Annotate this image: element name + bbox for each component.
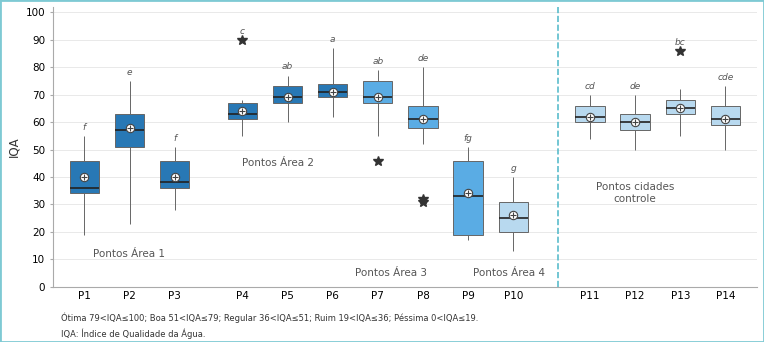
Text: f: f <box>173 134 176 143</box>
Bar <box>408 106 438 128</box>
Text: IQA: Índice de Qualidade da Água.: IQA: Índice de Qualidade da Água. <box>61 328 206 339</box>
Text: ab: ab <box>282 62 293 71</box>
Text: cde: cde <box>717 74 733 82</box>
Text: a: a <box>330 35 335 44</box>
Text: bc: bc <box>675 38 685 47</box>
Text: c: c <box>240 27 245 36</box>
Text: Pontos Área 2: Pontos Área 2 <box>242 158 314 168</box>
Text: cd: cd <box>584 82 595 91</box>
Bar <box>575 106 604 122</box>
Bar <box>620 114 650 130</box>
Text: e: e <box>127 68 132 77</box>
Bar <box>160 160 189 188</box>
Bar <box>115 114 144 147</box>
Text: Pontos Área 1: Pontos Área 1 <box>93 249 165 259</box>
Bar <box>228 103 257 119</box>
Bar <box>363 81 393 103</box>
Text: fg: fg <box>464 134 473 143</box>
Bar <box>273 87 303 103</box>
Text: f: f <box>83 123 86 132</box>
Bar <box>454 160 483 235</box>
Text: Pontos Área 4: Pontos Área 4 <box>473 268 545 278</box>
Bar <box>70 160 99 194</box>
Bar <box>318 84 348 97</box>
Text: ab: ab <box>372 57 384 66</box>
Y-axis label: IQA: IQA <box>7 136 20 157</box>
Text: de: de <box>630 82 641 91</box>
Bar <box>711 106 740 125</box>
Text: g: g <box>510 164 516 173</box>
Text: Ótima 79<IQA≤100; Boa 51<IQA≤79; Regular 36<IQA≤51; Ruim 19<IQA≤36; Péssima 0<IQ: Ótima 79<IQA≤100; Boa 51<IQA≤79; Regular… <box>61 313 478 323</box>
Bar <box>499 202 528 232</box>
Text: Pontos Área 3: Pontos Área 3 <box>355 268 427 278</box>
Text: de: de <box>417 54 429 63</box>
Bar <box>665 100 695 114</box>
Text: Pontos cidades
controle: Pontos cidades controle <box>596 183 675 204</box>
